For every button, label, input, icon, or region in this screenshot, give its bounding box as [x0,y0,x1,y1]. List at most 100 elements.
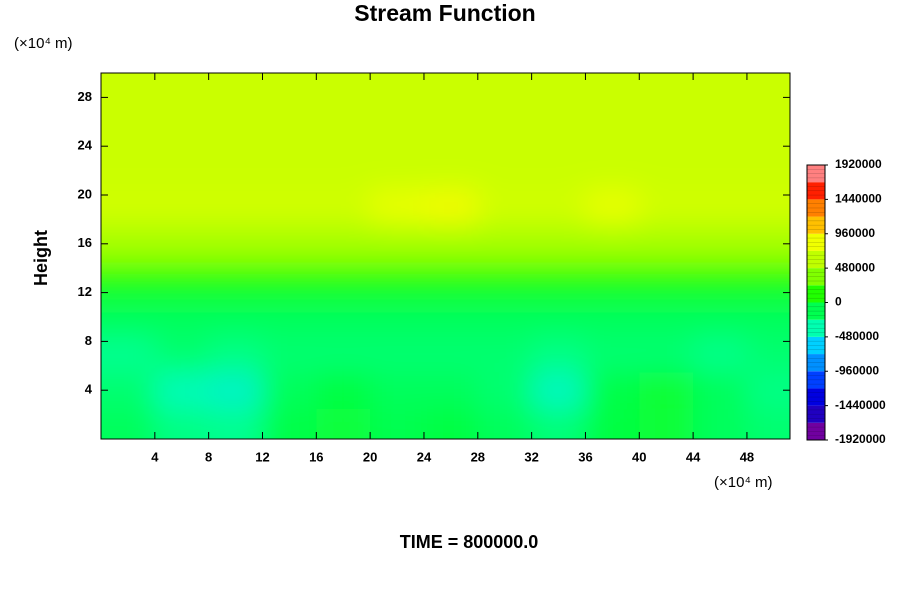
field-cell [101,188,156,226]
y-tick-label: 28 [78,89,92,104]
field-cell [693,73,748,117]
colorbar-label: 0 [835,295,842,309]
field-cell [693,262,748,300]
field-cell [693,298,748,336]
field-cell [746,115,790,153]
x-unit-label: (×10⁴ m) [714,474,773,491]
colorbar-band [807,250,825,269]
field-cell [423,371,479,409]
field-cell [154,188,210,226]
field-cell [477,371,533,409]
field-cell [585,408,640,439]
field-cell [477,188,533,226]
field-cell [585,262,640,300]
colorbar-band [807,422,825,440]
field-cell [262,262,317,300]
field-cell [101,152,156,190]
x-tick-label: 16 [309,449,323,464]
field-cell [154,225,210,263]
field-cell [262,152,317,190]
field-cell [423,152,479,190]
x-tick-label: 40 [632,449,646,464]
field-cell [477,115,533,153]
field-cell [101,335,156,373]
field-cell [423,225,479,263]
y-tick-label: 24 [78,138,93,153]
field-cell [585,335,640,373]
field-cell [639,188,694,226]
y-tick-label: 20 [78,186,92,201]
field [101,73,790,439]
colorbar-label: -960000 [835,363,879,377]
field-cell [423,188,479,226]
y-tick-label: 12 [78,284,92,299]
plot-frame [100,72,791,440]
y-unit-label: (×10⁴ m) [14,35,73,52]
field-cell [531,335,586,373]
field-cell [101,408,156,439]
field-cell [101,371,156,409]
field-cell [370,73,425,117]
field-cell [639,225,694,263]
x-tick-label: 24 [417,449,432,464]
field-cell [316,225,371,263]
field-cell [316,73,371,117]
y-tick-label: 16 [78,235,92,250]
field-cell [208,335,263,373]
field-cell [585,152,640,190]
colorbar-band [807,336,825,355]
field-cell [531,152,586,190]
field-cell [316,298,371,336]
field-cell [746,188,790,226]
field-cell [639,298,694,336]
field-cell [477,335,533,373]
field-cell [423,262,479,300]
field-cell [154,262,210,300]
colorbar-band [807,216,825,234]
field-cell [154,298,210,336]
field-cell [746,298,790,336]
colorbar-label: -1440000 [835,398,886,412]
field-cell [262,408,317,439]
field-cell [477,225,533,263]
colorbar-band [807,268,825,286]
field-cell [154,152,210,190]
x-tick-label: 36 [578,449,592,464]
x-tick-label: 8 [205,449,212,464]
x-tick-label: 4 [151,449,159,464]
field-cell [531,115,586,153]
field-cell [423,335,479,373]
field-cell [208,371,263,409]
field-cell [423,73,479,117]
field-cell [585,73,640,117]
colorbar-band [807,354,825,372]
colorbar-band [807,165,825,183]
colorbar-band [807,319,825,337]
field-cell [639,408,694,439]
colorbar-band [807,405,825,423]
field-cell [531,298,586,336]
field-cell [208,188,263,226]
colorbar-band [807,199,825,217]
field-cell [746,152,790,190]
field-cell [262,335,317,373]
x-tick-label: 44 [686,449,701,464]
field-cell [746,335,790,373]
field-cells [101,73,790,439]
field-cell [746,73,790,117]
field-cell [531,371,586,409]
colorbar-label: -480000 [835,329,879,343]
y-tick-label: 4 [85,382,93,397]
colorbar-band [807,371,825,389]
time-annotation: TIME = 800000.0 [400,532,539,552]
field-cell [693,152,748,190]
field-cell [101,298,156,336]
field-cell [208,408,263,439]
field-cell [316,408,371,439]
colorbar-label: 1440000 [835,192,882,206]
field-cell [746,408,790,439]
field-cell [262,73,317,117]
field-cell [477,408,533,439]
field-cell [262,225,317,263]
field-cell [746,225,790,263]
